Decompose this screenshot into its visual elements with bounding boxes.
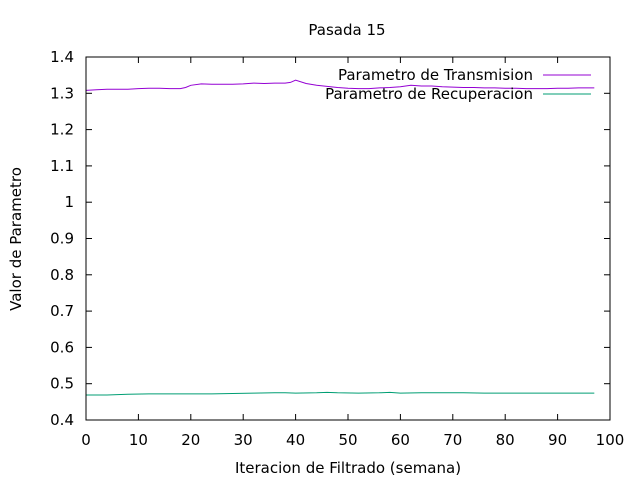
y-tick-label: 0.5 bbox=[50, 375, 74, 393]
y-axis-label: Valor de Parametro bbox=[7, 167, 25, 311]
x-tick-label: 10 bbox=[129, 431, 148, 449]
y-tick-label: 0.9 bbox=[50, 230, 74, 248]
series-line-2 bbox=[86, 391, 595, 396]
y-tick-label: 1.2 bbox=[50, 121, 74, 139]
legend-label-2: Parametro de Recuperacion bbox=[325, 85, 533, 103]
y-tick-label: 0.4 bbox=[50, 411, 74, 429]
x-tick-label: 20 bbox=[181, 431, 200, 449]
x-tick-label: 80 bbox=[496, 431, 515, 449]
x-tick-label: 0 bbox=[81, 431, 91, 449]
chart-title: Pasada 15 bbox=[308, 21, 385, 39]
y-tick-label: 0.7 bbox=[50, 302, 74, 320]
legend-label-1: Parametro de Transmision bbox=[338, 66, 533, 84]
plot-frame bbox=[85, 56, 611, 421]
x-tick-label: 70 bbox=[443, 431, 462, 449]
series-line-1 bbox=[85, 79, 595, 91]
y-tick-label: 1.1 bbox=[50, 157, 74, 175]
axis-tick-labels: 0 10 20 30 40 50 60 70 80 90 100 0.4 0.5 0.6 0.7 0.8 0.9… bbox=[50, 48, 624, 449]
x-tick-label: 90 bbox=[548, 431, 567, 449]
series-lines bbox=[85, 79, 595, 396]
x-tick-label: 40 bbox=[286, 431, 305, 449]
x-tick-label: 50 bbox=[338, 431, 357, 449]
x-tick-label: 60 bbox=[391, 431, 410, 449]
x-tick-label: 100 bbox=[596, 431, 625, 449]
y-tick-label: 1 bbox=[64, 193, 74, 211]
y-tick-label: 1.3 bbox=[50, 84, 74, 102]
axis-ticks bbox=[85, 56, 611, 421]
x-tick-label: 30 bbox=[234, 431, 253, 449]
x-axis-label: Iteracion de Filtrado (semana) bbox=[235, 459, 461, 477]
y-tick-label: 0.6 bbox=[50, 338, 74, 356]
y-tick-label: 0.8 bbox=[50, 266, 74, 284]
y-tick-label: 1.4 bbox=[50, 48, 74, 66]
